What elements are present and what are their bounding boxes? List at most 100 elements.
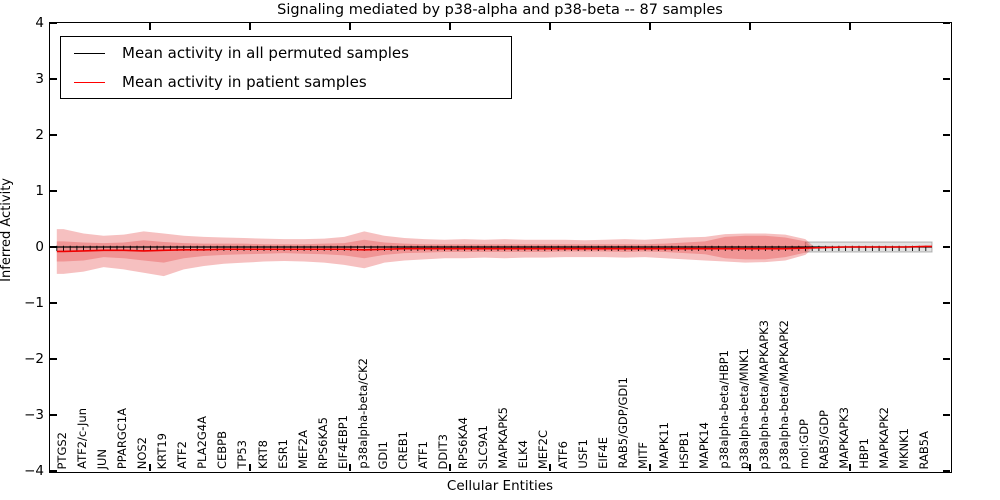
x-tick-label: JUN — [95, 448, 110, 469]
x-tick-label: MAPKAPK2 — [877, 407, 892, 469]
x-tick-label: EIF4EBP1 — [335, 415, 350, 469]
x-tick-label: CREB1 — [395, 430, 410, 470]
x-tick-label: SLC9A1 — [476, 424, 491, 469]
x-axis-label: Cellular Entities — [446, 478, 554, 494]
x-tick-mark — [549, 23, 551, 30]
y-tick-mark — [50, 134, 57, 136]
y-tick-label: 4 — [35, 15, 44, 31]
x-tick-label: MAPKAPK5 — [496, 407, 511, 469]
y-tick-label: 2 — [35, 127, 44, 143]
x-tick-label: RPS6KA5 — [315, 416, 330, 469]
patient-line-swatch — [74, 81, 105, 83]
x-tick-label: ELK4 — [516, 440, 531, 469]
x-tick-label: RAB5A — [917, 430, 932, 469]
x-tick-mark — [149, 23, 151, 30]
x-tick-mark — [849, 464, 851, 471]
x-tick-label: DDIT3 — [435, 433, 450, 469]
x-tick-label: ATF6 — [556, 441, 571, 469]
x-tick-mark — [749, 464, 751, 471]
y-tick-label: 3 — [35, 71, 44, 87]
y-tick-label: −1 — [24, 295, 44, 311]
legend-label: Mean activity in all permuted samples — [122, 44, 409, 62]
legend: Mean activity in all permuted samples Me… — [60, 36, 512, 99]
x-tick-label: RAB5/GDP — [816, 409, 831, 469]
x-tick-mark — [249, 464, 251, 471]
y-tick-mark — [50, 190, 57, 192]
x-tick-label: HBP1 — [857, 438, 871, 469]
y-tick-mark — [943, 414, 950, 416]
y-tick-mark — [50, 22, 57, 24]
x-tick-label: GDI1 — [375, 440, 390, 469]
legend-label: Mean activity in patient samples — [122, 73, 367, 91]
y-tick-label: 1 — [35, 183, 44, 199]
x-tick-label: MAPK14 — [696, 422, 711, 469]
legend-entry-permuted: Mean activity in all permuted samples — [61, 43, 409, 63]
x-tick-mark — [349, 23, 351, 30]
x-tick-label: ESR1 — [275, 439, 290, 469]
x-tick-label: RAB5/GDP/GDI1 — [616, 377, 631, 469]
x-tick-label: PLA2G4A — [195, 416, 210, 469]
x-tick-label: NOS2 — [135, 436, 150, 469]
x-tick-mark — [549, 464, 551, 471]
x-tick-label: KRT8 — [255, 439, 270, 469]
y-tick-label: −4 — [24, 463, 44, 479]
x-tick-label: MITF — [636, 442, 651, 469]
x-tick-label: p38alpha-beta/MAPKAPK3 — [756, 319, 771, 470]
x-tick-label: MAPK11 — [656, 422, 671, 469]
y-tick-mark — [943, 358, 950, 360]
x-tick-label: HSPB1 — [676, 430, 691, 469]
y-tick-mark — [50, 358, 57, 360]
x-tick-label: RPS6KA4 — [456, 416, 470, 469]
x-tick-label: CEBPB — [215, 430, 230, 469]
x-tick-mark — [649, 23, 651, 30]
x-tick-label: ATF1 — [415, 441, 430, 469]
y-tick-mark — [50, 78, 57, 80]
y-tick-mark — [50, 246, 57, 248]
x-tick-label: PPARGC1A — [115, 407, 130, 469]
chart-canvas — [56, 229, 933, 277]
x-tick-label: PTGS2 — [55, 431, 69, 470]
y-tick-label: −2 — [24, 351, 44, 367]
x-tick-mark — [449, 464, 451, 471]
x-tick-label: ATF2/c-Jun — [75, 408, 90, 469]
x-tick-label: p38alpha-beta/CK2 — [355, 358, 370, 469]
x-tick-mark — [749, 23, 751, 30]
x-tick-label: mol:GDP — [796, 418, 811, 469]
chart-title: Signaling mediated by p38-alpha and p38-… — [277, 2, 723, 18]
plot-area — [48, 21, 952, 473]
y-tick-mark — [943, 190, 950, 192]
x-tick-label: USF1 — [576, 439, 591, 469]
x-tick-label: p38alpha-beta/MNK1 — [736, 347, 751, 469]
y-tick-mark — [943, 470, 950, 472]
x-tick-mark — [849, 23, 851, 30]
y-tick-mark — [943, 78, 950, 80]
x-tick-label: MEF2A — [295, 430, 310, 469]
y-tick-label: 0 — [35, 239, 44, 255]
x-tick-mark — [449, 23, 451, 30]
x-tick-label: TP53 — [235, 440, 250, 469]
x-tick-label: ATF2 — [175, 441, 190, 469]
x-tick-mark — [249, 23, 251, 30]
x-tick-label: KRT19 — [155, 432, 170, 469]
legend-entry-patient: Mean activity in patient samples — [61, 72, 367, 92]
y-tick-mark — [943, 134, 950, 136]
y-tick-mark — [50, 470, 57, 472]
x-tick-mark — [149, 464, 151, 471]
y-tick-mark — [50, 302, 57, 304]
x-tick-label: MAPKAPK3 — [836, 407, 851, 469]
permuted-line-swatch — [74, 52, 105, 54]
x-tick-mark — [649, 464, 651, 471]
y-tick-mark — [943, 302, 950, 304]
x-tick-label: MKNK1 — [897, 428, 912, 469]
x-tick-label: p38alpha-beta/HBP1 — [716, 350, 731, 469]
patient-band-outer — [56, 229, 815, 277]
y-tick-mark — [50, 414, 57, 416]
y-tick-mark — [943, 246, 950, 248]
patient-mean-line — [56, 245, 932, 253]
x-tick-label: MEF2C — [536, 429, 551, 469]
x-tick-mark — [349, 464, 351, 471]
y-tick-label: −3 — [24, 407, 44, 423]
y-tick-mark — [943, 22, 950, 24]
x-tick-label: EIF4E — [596, 437, 611, 469]
